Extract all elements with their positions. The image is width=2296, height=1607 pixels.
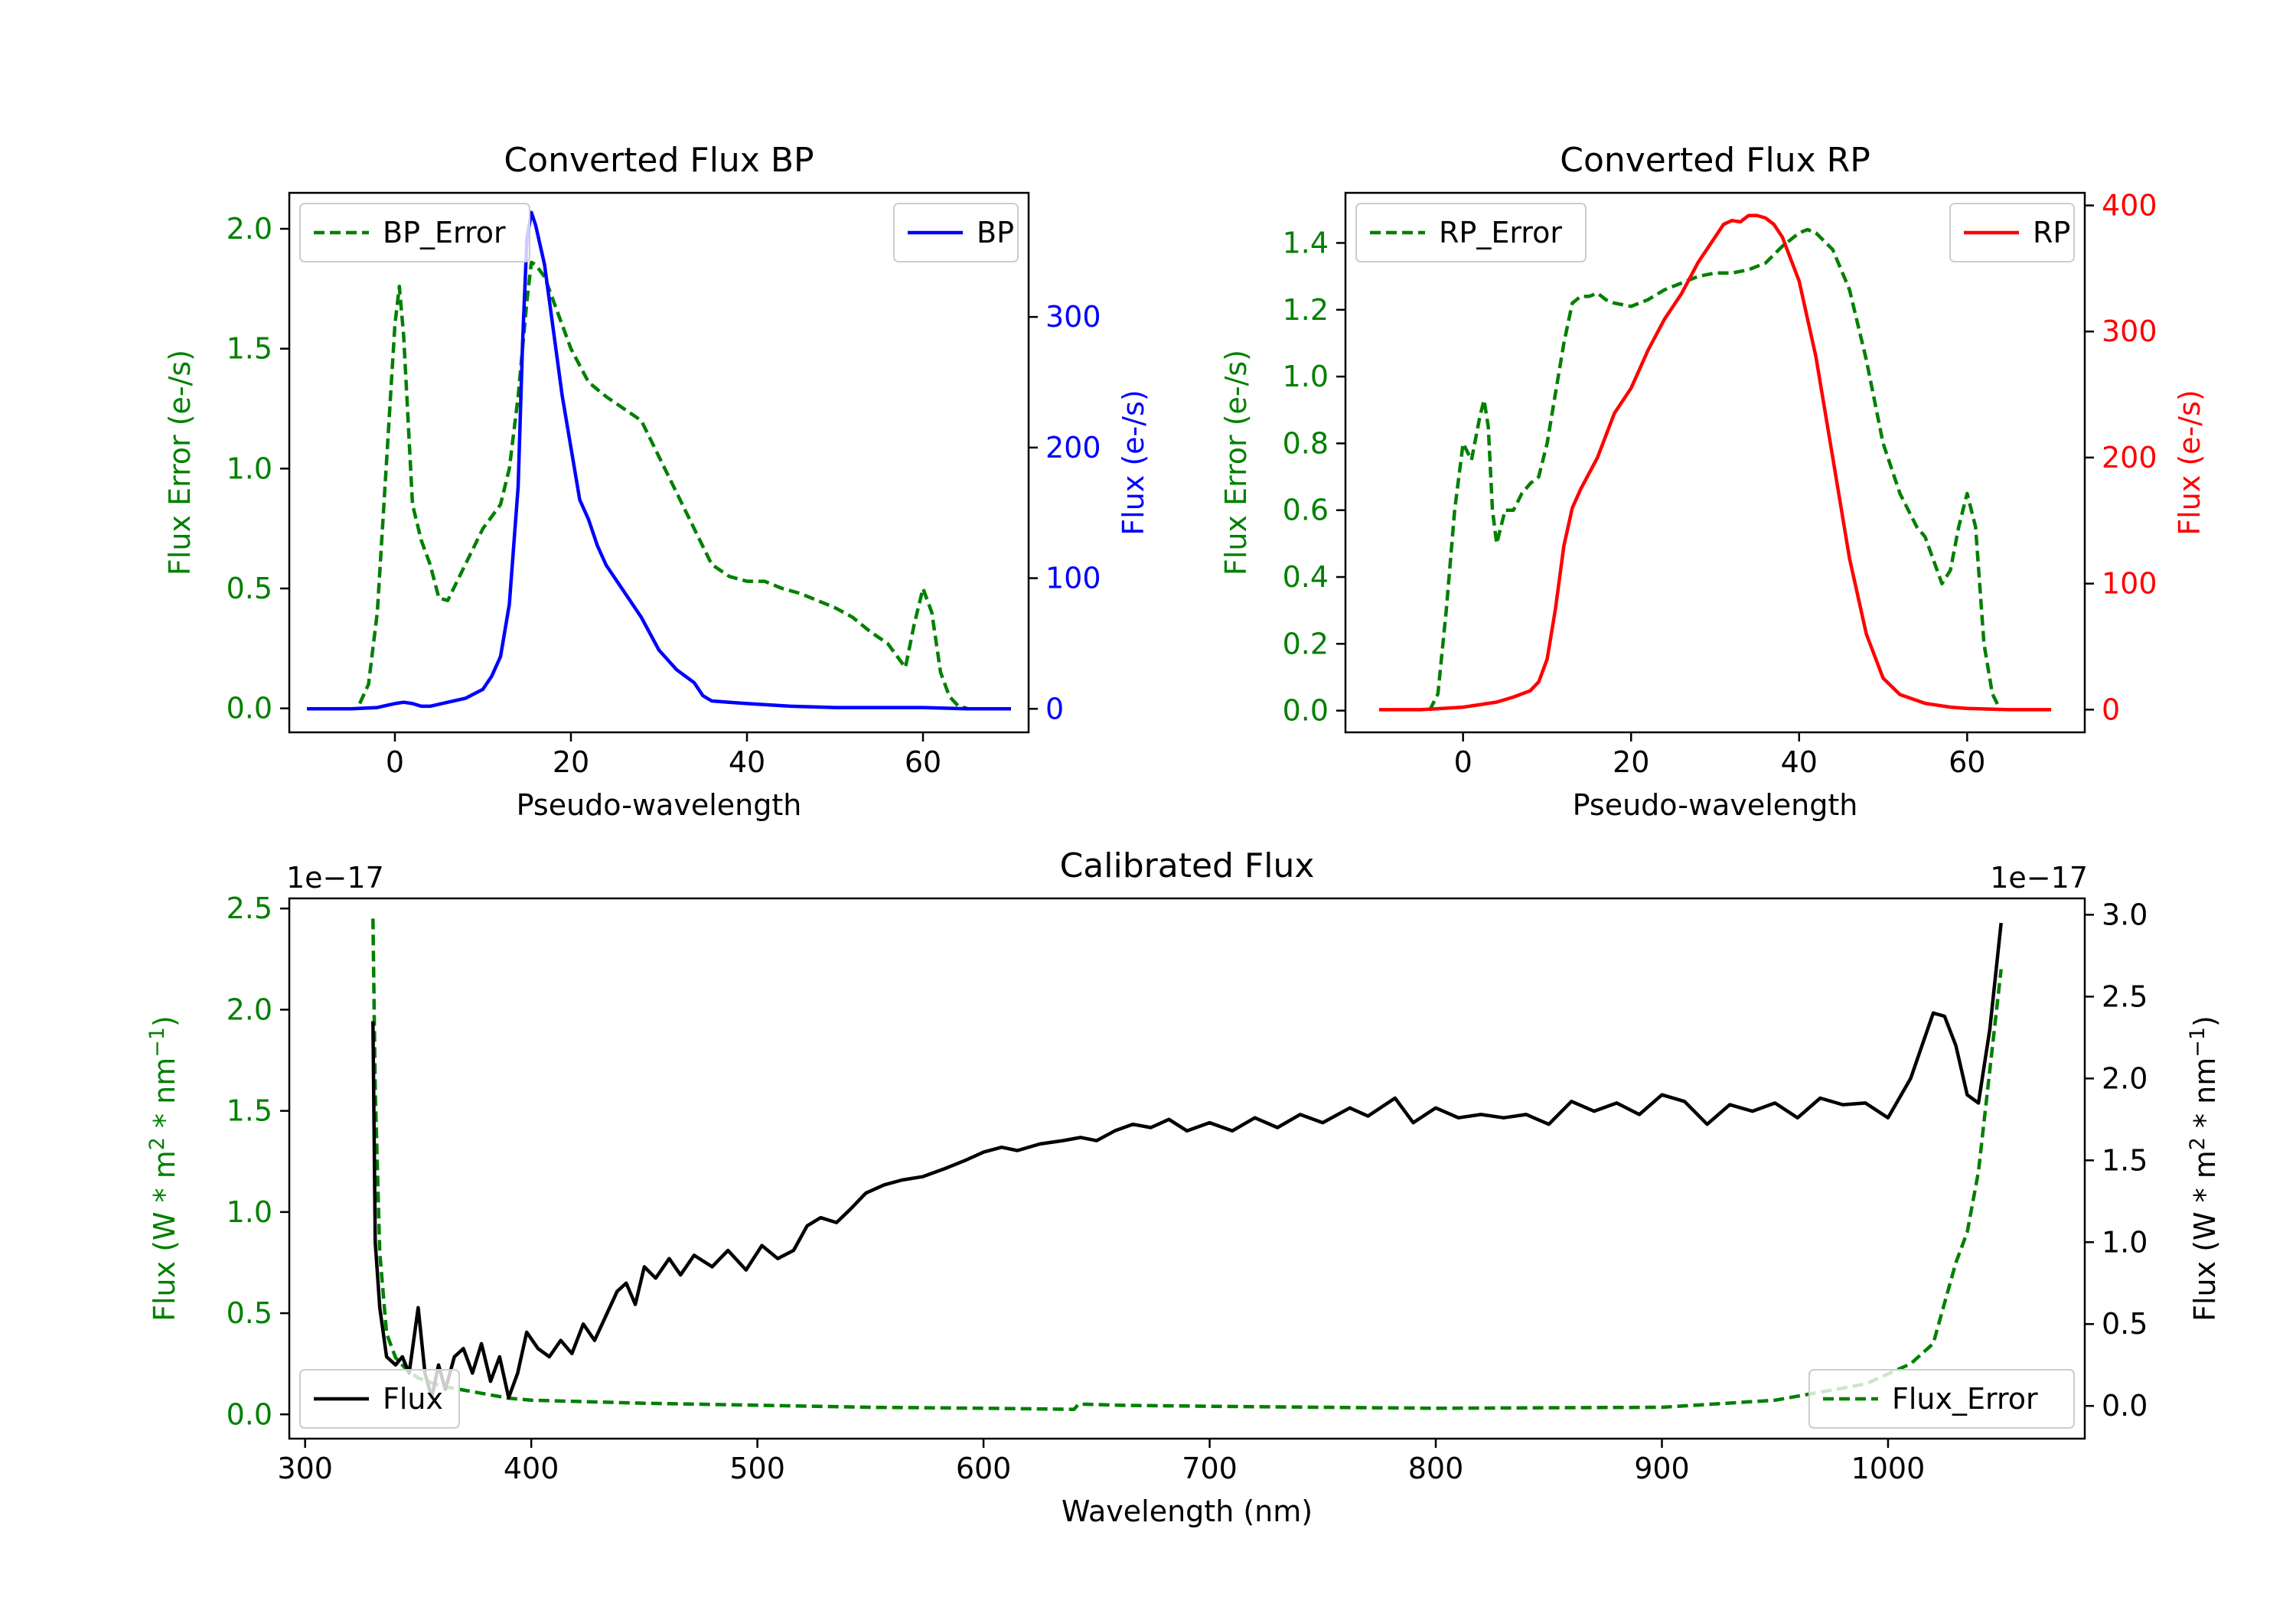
y-left-tick-label: 2.0: [227, 212, 272, 246]
legend-label: RP_Error: [1439, 216, 1562, 249]
y-left-tick-label: 0.5: [227, 1296, 272, 1330]
x-tick-label: 1000: [1851, 1452, 1926, 1485]
chart-panel-1: 0 20 40 60 0.0 0.5 1.0 1.5 2.0 0 100 200 300 Converte…: [163, 141, 1150, 822]
y-right-tick-label: 2.0: [2102, 1061, 2148, 1095]
series-line-bp: [307, 210, 1011, 711]
x-axis-label: Wavelength (nm): [1062, 1495, 1313, 1528]
x-tick-label: 40: [729, 745, 765, 779]
legend-bp-error: BP_Error: [299, 203, 530, 262]
chart-panel-3: 300 400 500 600 700 800 900 1000 0.0 0.5 1.0 1.5 2.0…: [145, 846, 2222, 1528]
x-axis-label: Pseudo-wavelength: [517, 788, 802, 822]
legend-flux-error: Flux_Error: [1808, 1369, 2075, 1429]
x-tick-label: 40: [1781, 745, 1818, 779]
x-tick-label: 20: [553, 745, 589, 779]
legend-rp-error: RP_Error: [1355, 203, 1587, 262]
x-tick-label: 20: [1613, 745, 1649, 779]
x-tick-label: 300: [277, 1452, 333, 1485]
y-right-tick-label: 1.0: [2102, 1225, 2148, 1259]
legend-box: [1355, 203, 1587, 262]
y-right-tick-label: 0: [2102, 693, 2120, 726]
y-left-tick-label: 0.6: [1283, 494, 1329, 527]
y-left-tick-label: 0.0: [227, 692, 272, 725]
legend-rp: RP: [1949, 203, 2075, 262]
legend-bp: BP: [893, 203, 1019, 262]
legend-label: Flux_Error: [1892, 1382, 2038, 1416]
chart-title: Calibrated Flux: [1060, 846, 1315, 885]
x-tick-label: 800: [1408, 1452, 1464, 1485]
x-tick-label: 600: [956, 1452, 1012, 1485]
y-right-tick-label: 3.0: [2102, 898, 2148, 931]
y-right-tick-label: 100: [1045, 562, 1101, 595]
x-axis-label: Pseudo-wavelength: [1573, 788, 1858, 822]
y-left-tick-label: 1.0: [227, 1195, 272, 1229]
y-right-tick-label: 0.5: [2102, 1307, 2148, 1341]
y-right-offset-text: 1e−17: [1990, 861, 2088, 895]
y-left-tick-label: 1.5: [227, 332, 272, 366]
axes-frame: [288, 191, 1030, 734]
y-left-tick-label: 1.5: [227, 1094, 272, 1128]
y-right-tick-label: 0.0: [2102, 1389, 2148, 1423]
y-right-tick-label: 1.5: [2102, 1143, 2148, 1177]
y-left-tick-label: 0.0: [1283, 694, 1329, 728]
y-left-tick-label: 1.2: [1283, 293, 1329, 327]
x-tick-label: 0: [1454, 745, 1473, 779]
y-right-tick-label: 200: [1045, 431, 1101, 464]
series-line-bp-error: [357, 260, 968, 710]
series-line-rp: [1378, 214, 2052, 712]
y-right-axis-label: Flux (e-/s): [2173, 390, 2206, 535]
y-right-tick-label: 100: [2102, 567, 2157, 601]
y-left-tick-label: 1.0: [227, 451, 272, 485]
y-left-tick-label: 0.0: [227, 1397, 272, 1431]
axes-frame: [1344, 191, 2086, 734]
y-right-axis-label: Flux (W * m2 * nm−1): [2186, 1015, 2222, 1322]
y-left-tick-label: 2.5: [227, 892, 272, 925]
legend-box: [299, 1369, 460, 1429]
x-tick-label: 500: [729, 1452, 785, 1485]
y-right-tick-label: 400: [2102, 188, 2157, 222]
y-right-tick-label: 200: [2102, 441, 2157, 474]
y-right-tick-label: 300: [2102, 315, 2157, 348]
y-left-tick-label: 1.4: [1283, 226, 1329, 259]
series-line-rp-error: [1427, 227, 2003, 712]
x-tick-label: 60: [1949, 745, 1985, 779]
y-left-axis-label: Flux Error (e-/s): [163, 350, 197, 575]
y-right-axis-label: Flux (e-/s): [1117, 390, 1150, 535]
chart-title: Converted Flux RP: [1560, 141, 1870, 180]
y-left-tick-label: 1.0: [1283, 360, 1329, 393]
y-right-tick-label: 300: [1045, 300, 1101, 334]
plot-area: [1378, 214, 2052, 712]
legend-label: BP_Error: [383, 216, 506, 249]
y-left-tick-label: 0.5: [227, 572, 272, 605]
y-left-tick-label: 2.0: [227, 993, 272, 1026]
legend-label: Flux: [383, 1382, 443, 1416]
y-left-tick-label: 0.2: [1283, 627, 1329, 660]
x-tick-label: 400: [504, 1452, 559, 1485]
y-left-offset-text: 1e−17: [286, 861, 384, 895]
x-tick-label: 60: [905, 745, 941, 779]
y-left-axis-label: Flux (W * m2 * nm−1): [145, 1015, 181, 1322]
x-tick-label: 700: [1182, 1452, 1238, 1485]
plot-area: [307, 210, 1011, 711]
y-left-tick-label: 0.4: [1283, 560, 1329, 594]
x-tick-label: 0: [386, 745, 404, 779]
y-left-axis-label: Flux Error (e-/s): [1219, 350, 1253, 575]
legend-box: [1808, 1369, 2075, 1429]
y-right-tick-label: 2.5: [2102, 980, 2148, 1013]
chart-panel-2: 0 20 40 60 0.0 0.2 0.4 0.6 0.8 1.0 1.2 1.4 0 100 200 30…: [1219, 141, 2206, 822]
series-line-flux-error: [371, 918, 2003, 1411]
chart-title: Converted Flux BP: [504, 141, 814, 180]
legend-label: RP: [2033, 216, 2070, 249]
axes-frame: [288, 897, 2086, 1440]
series-line-flux: [371, 922, 2003, 1400]
y-right-tick-label: 0: [1045, 692, 1064, 725]
x-tick-label: 900: [1634, 1452, 1690, 1485]
legend-label: BP: [977, 216, 1014, 249]
legend-box: [299, 203, 530, 262]
y-left-tick-label: 0.8: [1283, 426, 1329, 460]
plot-area: [371, 918, 2003, 1411]
legend-flux: Flux: [299, 1369, 460, 1429]
